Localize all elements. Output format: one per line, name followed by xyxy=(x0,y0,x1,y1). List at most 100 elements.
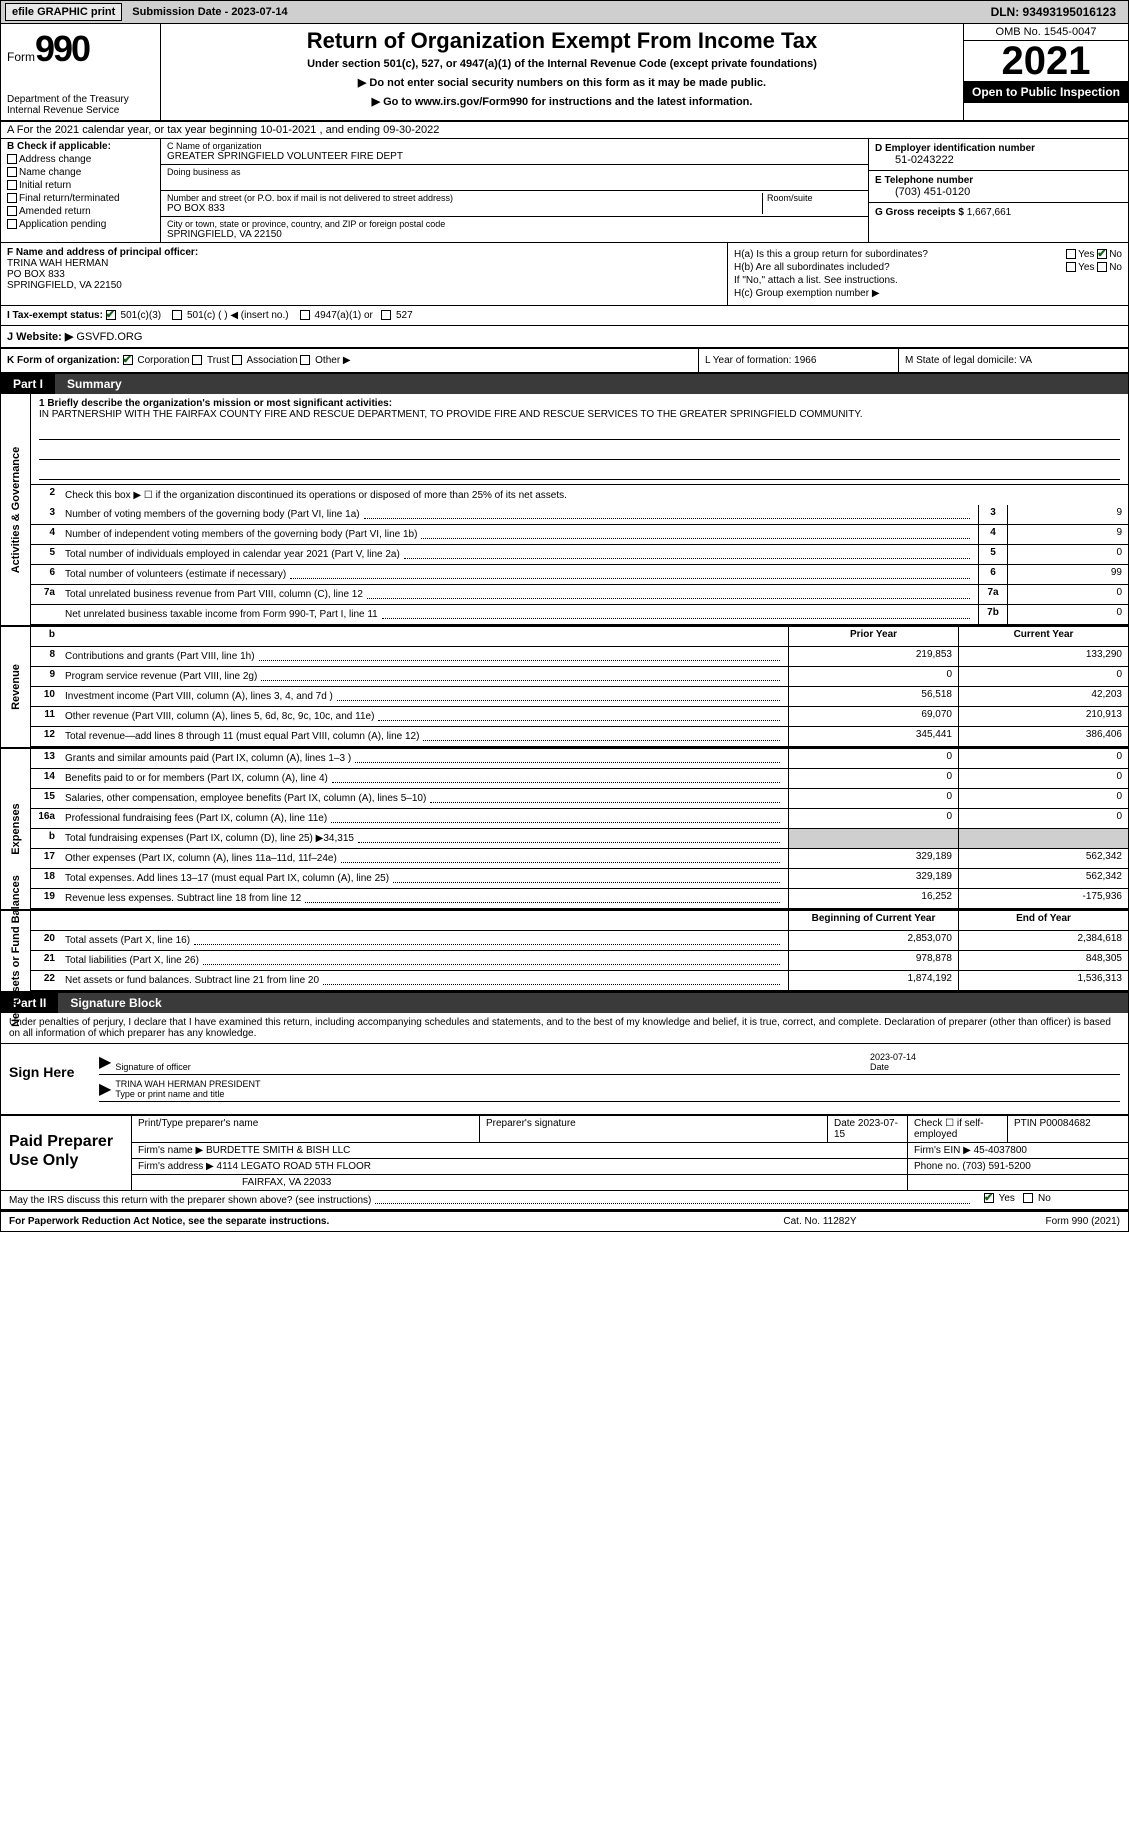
sig-name: TRINA WAH HERMAN PRESIDENT xyxy=(115,1079,260,1089)
line-18: 18Total expenses. Add lines 13–17 (must … xyxy=(31,869,1128,889)
inspection-notice: Open to Public Inspection xyxy=(964,81,1128,103)
chk-initial[interactable] xyxy=(7,180,17,190)
col-b-title: B Check if applicable: xyxy=(7,141,111,152)
line-17: 17Other expenses (Part IX, column (A), l… xyxy=(31,849,1128,869)
sig-date: 2023-07-14 xyxy=(870,1052,916,1062)
hb-yes[interactable] xyxy=(1066,262,1076,272)
state-domicile: M State of legal domicile: VA xyxy=(898,349,1128,372)
line-4: 4Number of independent voting members of… xyxy=(31,525,1128,545)
gross-receipts: 1,667,661 xyxy=(967,207,1012,218)
chk-501c[interactable] xyxy=(172,310,182,320)
line-15: 15Salaries, other compensation, employee… xyxy=(31,789,1128,809)
chk-501c3[interactable] xyxy=(106,310,116,320)
chk-trust[interactable] xyxy=(192,355,202,365)
line-9: 9Program service revenue (Part VIII, lin… xyxy=(31,667,1128,687)
firm-phone: Phone no. (703) 591-5200 xyxy=(908,1159,1128,1174)
telephone: (703) 451-0120 xyxy=(875,186,1122,198)
form-number: 990 xyxy=(35,28,89,69)
row-j: J Website: ▶ GSVFD.ORG xyxy=(1,326,1128,349)
part2-header: Part II Signature Block xyxy=(1,993,1128,1013)
year-formation: L Year of formation: 1966 xyxy=(698,349,898,372)
side-netassets: Net Assets or Fund Balances xyxy=(10,875,22,1027)
line-b: bTotal fundraising expenses (Part IX, co… xyxy=(31,829,1128,849)
tax-year: 2021 xyxy=(964,41,1128,81)
chk-address[interactable] xyxy=(7,154,17,164)
sig-intro: Under penalties of perjury, I declare th… xyxy=(1,1013,1128,1044)
line-8: 8Contributions and grants (Part VIII, li… xyxy=(31,647,1128,667)
col-f: F Name and address of principal officer:… xyxy=(1,243,728,305)
netassets-section: Net Assets or Fund Balances Beginning of… xyxy=(1,911,1128,993)
line-12: 12Total revenue—add lines 8 through 11 (… xyxy=(31,727,1128,747)
ha-no[interactable] xyxy=(1097,249,1107,259)
chk-amended[interactable] xyxy=(7,206,17,216)
irs-yes[interactable] xyxy=(984,1193,994,1203)
side-expenses: Expenses xyxy=(10,803,22,854)
governance-section: Activities & Governance 1 Briefly descri… xyxy=(1,394,1128,627)
firm-ein: Firm's EIN ▶ 45-4037800 xyxy=(908,1143,1128,1158)
line-13: 13Grants and similar amounts paid (Part … xyxy=(31,749,1128,769)
col-b: B Check if applicable: Address change Na… xyxy=(1,139,161,242)
form-header: Form990 Department of the Treasury Inter… xyxy=(1,24,1128,122)
line-11: 11Other revenue (Part VIII, column (A), … xyxy=(31,707,1128,727)
line-7b: Net unrelated business taxable income fr… xyxy=(31,605,1128,625)
row-i: I Tax-exempt status: 501(c)(3) 501(c) ( … xyxy=(1,306,1128,326)
dept: Department of the Treasury Internal Reve… xyxy=(7,94,154,116)
line-14: 14Benefits paid to or for members (Part … xyxy=(31,769,1128,789)
officer-name: TRINA WAH HERMAN xyxy=(7,258,108,269)
side-governance: Activities & Governance xyxy=(10,446,22,573)
header-sub1: Under section 501(c), 527, or 4947(a)(1)… xyxy=(171,58,953,70)
line-16a: 16aProfessional fundraising fees (Part I… xyxy=(31,809,1128,829)
org-addr: PO BOX 833 xyxy=(167,203,762,214)
header-sub2b: ▶ Go to www.irs.gov/Form990 for instruct… xyxy=(171,95,953,108)
sign-block: Sign Here ▶Signature of officer2023-07-1… xyxy=(1,1044,1128,1116)
chk-527[interactable] xyxy=(381,310,391,320)
revenue-section: Revenue bPrior YearCurrent Year 8Contrib… xyxy=(1,627,1128,749)
dln: DLN: 93493195016123 xyxy=(991,5,1124,19)
line-5: 5Total number of individuals employed in… xyxy=(31,545,1128,565)
chk-assoc[interactable] xyxy=(232,355,242,365)
row-a: A For the 2021 calendar year, or tax yea… xyxy=(1,122,1128,139)
firm-addr: Firm's address ▶ 4114 LEGATO ROAD 5TH FL… xyxy=(132,1159,908,1174)
line-22: 22Net assets or fund balances. Subtract … xyxy=(31,971,1128,991)
line-2: Check this box ▶ ☐ if the organization d… xyxy=(61,485,1128,505)
part1-header: Part I Summary xyxy=(1,374,1128,394)
firm-name: Firm's name ▶ BURDETTE SMITH & BISH LLC xyxy=(132,1143,908,1158)
chk-corp[interactable] xyxy=(123,355,133,365)
expenses-section: Expenses 13Grants and similar amounts pa… xyxy=(1,749,1128,911)
line-7a: 7aTotal unrelated business revenue from … xyxy=(31,585,1128,605)
form-title: Return of Organization Exempt From Incom… xyxy=(171,28,953,54)
sign-here: Sign Here xyxy=(1,1044,91,1114)
topbar: efile GRAPHIC print Submission Date - 20… xyxy=(1,1,1128,24)
header-sub2a: ▶ Do not enter social security numbers o… xyxy=(171,76,953,89)
efile-button[interactable]: efile GRAPHIC print xyxy=(5,3,122,21)
chk-final[interactable] xyxy=(7,193,17,203)
line-20: 20Total assets (Part X, line 16)2,853,07… xyxy=(31,931,1128,951)
mission-text: IN PARTNERSHIP WITH THE FAIRFAX COUNTY F… xyxy=(39,409,862,420)
line-19: 19Revenue less expenses. Subtract line 1… xyxy=(31,889,1128,909)
org-city: SPRINGFIELD, VA 22150 xyxy=(167,229,862,240)
row-k: K Form of organization: Corporation Trus… xyxy=(1,349,1128,374)
line-10: 10Investment income (Part VIII, column (… xyxy=(31,687,1128,707)
line-6: 6Total number of volunteers (estimate if… xyxy=(31,565,1128,585)
chk-other[interactable] xyxy=(300,355,310,365)
ha-yes[interactable] xyxy=(1066,249,1076,259)
line-21: 21Total liabilities (Part X, line 26)978… xyxy=(31,951,1128,971)
col-c: C Name of organizationGREATER SPRINGFIEL… xyxy=(161,139,868,242)
chk-name[interactable] xyxy=(7,167,17,177)
website: GSVFD.ORG xyxy=(76,331,142,343)
chk-pending[interactable] xyxy=(7,219,17,229)
preparer-block: Paid Preparer Use Only Print/Type prepar… xyxy=(1,1116,1128,1191)
irs-no[interactable] xyxy=(1023,1193,1033,1203)
may-irs: May the IRS discuss this return with the… xyxy=(9,1195,371,1206)
ein: 51-0243222 xyxy=(875,154,1122,166)
side-revenue: Revenue xyxy=(10,664,22,710)
submission-date: Submission Date - 2023-07-14 xyxy=(126,6,293,18)
form-word: Form xyxy=(7,50,35,64)
line-3: 3Number of voting members of the governi… xyxy=(31,505,1128,525)
col-h: H(a) Is this a group return for subordin… xyxy=(728,243,1128,305)
org-name: GREATER SPRINGFIELD VOLUNTEER FIRE DEPT xyxy=(167,151,862,162)
hb-no[interactable] xyxy=(1097,262,1107,272)
footer: For Paperwork Reduction Act Notice, see … xyxy=(1,1211,1128,1231)
col-d: D Employer identification number51-02432… xyxy=(868,139,1128,242)
chk-4947[interactable] xyxy=(300,310,310,320)
